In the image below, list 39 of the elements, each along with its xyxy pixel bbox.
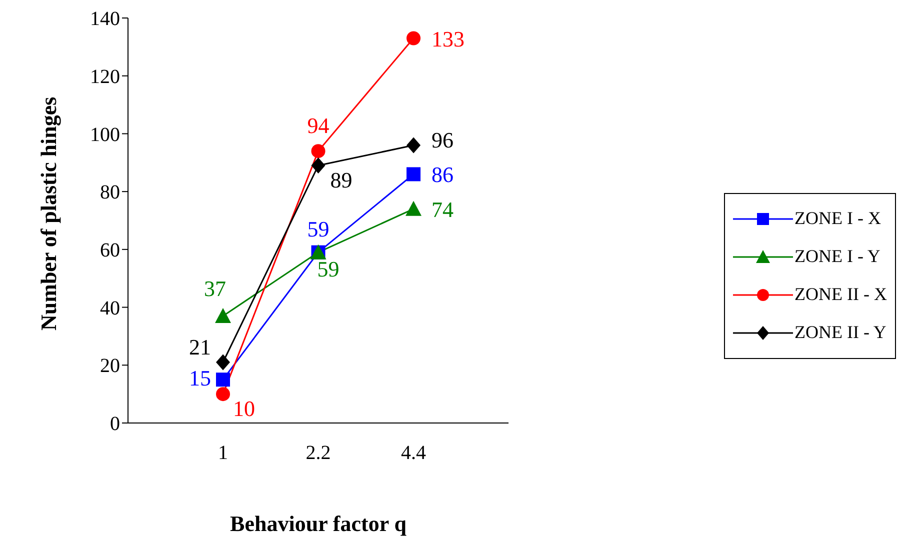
data-label: 59	[317, 256, 340, 282]
x-axis-title: Behaviour factor q	[230, 511, 408, 536]
point	[406, 200, 422, 216]
legend-label: ZONE I - Y	[794, 246, 880, 267]
data-label: 133	[432, 26, 465, 52]
y-tick-label: 60	[100, 240, 120, 262]
data-label: 21	[189, 334, 211, 360]
data-label: 10	[233, 396, 255, 422]
point	[216, 387, 230, 402]
y-tick-label: 40	[100, 297, 120, 320]
y-tick-label: 0	[110, 413, 120, 436]
data-label: 86	[432, 162, 454, 188]
data-label: 94	[307, 113, 330, 138]
point	[311, 144, 326, 158]
data-label: 15	[189, 366, 211, 391]
y-tick-label: 80	[100, 182, 120, 204]
y-tick-label: 100	[90, 124, 120, 146]
point	[406, 31, 421, 46]
y-tick-label: 120	[90, 66, 120, 88]
point	[406, 167, 421, 182]
x-tick-label: 1	[218, 442, 228, 464]
y-tick-label: 140	[90, 8, 120, 30]
y-axis-title: Number of plastic hinges	[36, 96, 61, 330]
x-tick-label: 2.2	[306, 442, 331, 464]
point	[406, 137, 421, 154]
point	[216, 354, 230, 370]
legend-label: ZONE II - Y	[794, 322, 886, 343]
point	[311, 158, 326, 174]
data-label: 89	[330, 168, 352, 193]
data-label: 74	[432, 196, 454, 222]
data-label: 96	[432, 127, 454, 152]
data-label: 59	[307, 216, 330, 242]
point	[216, 372, 230, 387]
legend-label: ZONE I - X	[794, 208, 881, 229]
x-tick-label: 4.4	[401, 442, 426, 464]
y-tick-label: 20	[100, 355, 120, 378]
legend-label: ZONE II - X	[794, 284, 887, 305]
point	[215, 308, 231, 323]
data-label: 37	[204, 276, 226, 301]
